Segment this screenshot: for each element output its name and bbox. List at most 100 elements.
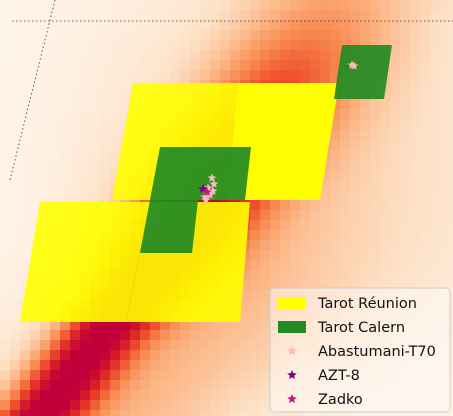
heatmap-cell (60, 130, 71, 141)
heatmap-cell (350, 280, 361, 291)
heatmap-cell (220, 10, 231, 21)
heatmap-cell (390, 220, 401, 231)
heatmap-cell (370, 380, 381, 391)
heatmap-cell (80, 340, 91, 351)
heatmap-cell (340, 220, 351, 231)
heatmap-cell (400, 220, 411, 231)
heatmap-cell (360, 200, 371, 211)
heatmap-cell (220, 320, 231, 331)
heatmap-cell (0, 10, 11, 21)
heatmap-cell (390, 30, 401, 41)
heatmap-cell (10, 90, 21, 101)
heatmap-cell (70, 140, 81, 151)
heatmap-cell (280, 30, 291, 41)
heatmap-cell (340, 310, 351, 321)
heatmap-cell (260, 330, 271, 341)
heatmap-cell (280, 250, 291, 261)
heatmap-cell (280, 290, 291, 301)
heatmap-cell (290, 270, 301, 281)
heatmap-cell (30, 170, 41, 181)
heatmap-cell (20, 180, 31, 191)
heatmap-cell (330, 300, 341, 311)
heatmap-cell (210, 390, 221, 401)
heatmap-cell (440, 110, 451, 121)
heatmap-cell (430, 90, 441, 101)
heatmap-cell (240, 0, 251, 11)
heatmap-cell (390, 190, 401, 201)
heatmap-cell (60, 190, 71, 201)
heatmap-cell (380, 280, 391, 291)
heatmap-cell (400, 70, 411, 81)
heatmap-cell (410, 340, 421, 351)
heatmap-cell (320, 240, 331, 251)
heatmap-cell (450, 140, 453, 151)
heatmap-cell (250, 210, 261, 221)
heatmap-cell (120, 50, 131, 61)
heatmap-cell (280, 200, 291, 211)
heatmap-cell (270, 240, 281, 251)
heatmap-cell (40, 50, 51, 61)
heatmap-cell (10, 30, 21, 41)
heatmap-cell (40, 10, 51, 21)
heatmap-cell (20, 240, 31, 251)
heatmap-cell (430, 50, 441, 61)
heatmap-cell (80, 330, 91, 341)
heatmap-cell (360, 330, 371, 341)
heatmap-cell (0, 390, 11, 401)
heatmap-cell (70, 340, 81, 351)
heatmap-cell (450, 310, 453, 321)
heatmap-cell (430, 340, 441, 351)
heatmap-cell (260, 40, 271, 51)
heatmap-cell (450, 110, 453, 121)
heatmap-cell (430, 270, 441, 281)
heatmap-cell (440, 390, 451, 401)
heatmap-cell (10, 200, 21, 211)
heatmap-cell (120, 410, 131, 416)
heatmap-cell (430, 280, 441, 291)
heatmap-cell (320, 280, 331, 291)
heatmap-cell (50, 110, 61, 121)
heatmap-cell (360, 400, 371, 411)
heatmap-cell (80, 410, 91, 416)
heatmap-cell (40, 130, 51, 141)
heatmap-cell (340, 30, 351, 41)
heatmap-cell (420, 290, 431, 301)
heatmap-cell (390, 100, 401, 111)
heatmap-cell (110, 30, 121, 41)
heatmap-cell (10, 100, 21, 111)
heatmap-cell (200, 380, 211, 391)
heatmap-cell (380, 120, 391, 131)
heatmap-cell (290, 260, 301, 271)
heatmap-cell (410, 220, 421, 231)
heatmap-cell (60, 370, 71, 381)
heatmap-cell (0, 410, 11, 416)
heatmap-cell (30, 50, 41, 61)
heatmap-cell (10, 110, 21, 121)
heatmap-cell (170, 20, 181, 31)
heatmap-cell (380, 330, 391, 341)
heatmap-cell (340, 390, 351, 401)
heatmap-cell (410, 80, 421, 91)
heatmap-cell (220, 40, 231, 51)
heatmap-cell (450, 180, 453, 191)
heatmap-cell (80, 150, 91, 161)
heatmap-cell (330, 220, 341, 231)
heatmap-cell (160, 70, 171, 81)
heatmap-cell (340, 110, 351, 121)
heatmap-cell (360, 340, 371, 351)
heatmap-cell (290, 240, 301, 251)
heatmap-cell (150, 70, 161, 81)
heatmap-cell (60, 110, 71, 121)
heatmap-cell (80, 380, 91, 391)
heatmap-cell (30, 180, 41, 191)
heatmap-cell (320, 10, 331, 21)
heatmap-cell (420, 390, 431, 401)
heatmap-cell (20, 410, 31, 416)
heatmap-cell (450, 360, 453, 371)
heatmap-cell (140, 350, 151, 361)
heatmap-cell (90, 380, 101, 391)
heatmap-cell (400, 20, 411, 31)
heatmap-cell (110, 150, 121, 161)
heatmap-cell (390, 230, 401, 241)
heatmap-cell (30, 90, 41, 101)
